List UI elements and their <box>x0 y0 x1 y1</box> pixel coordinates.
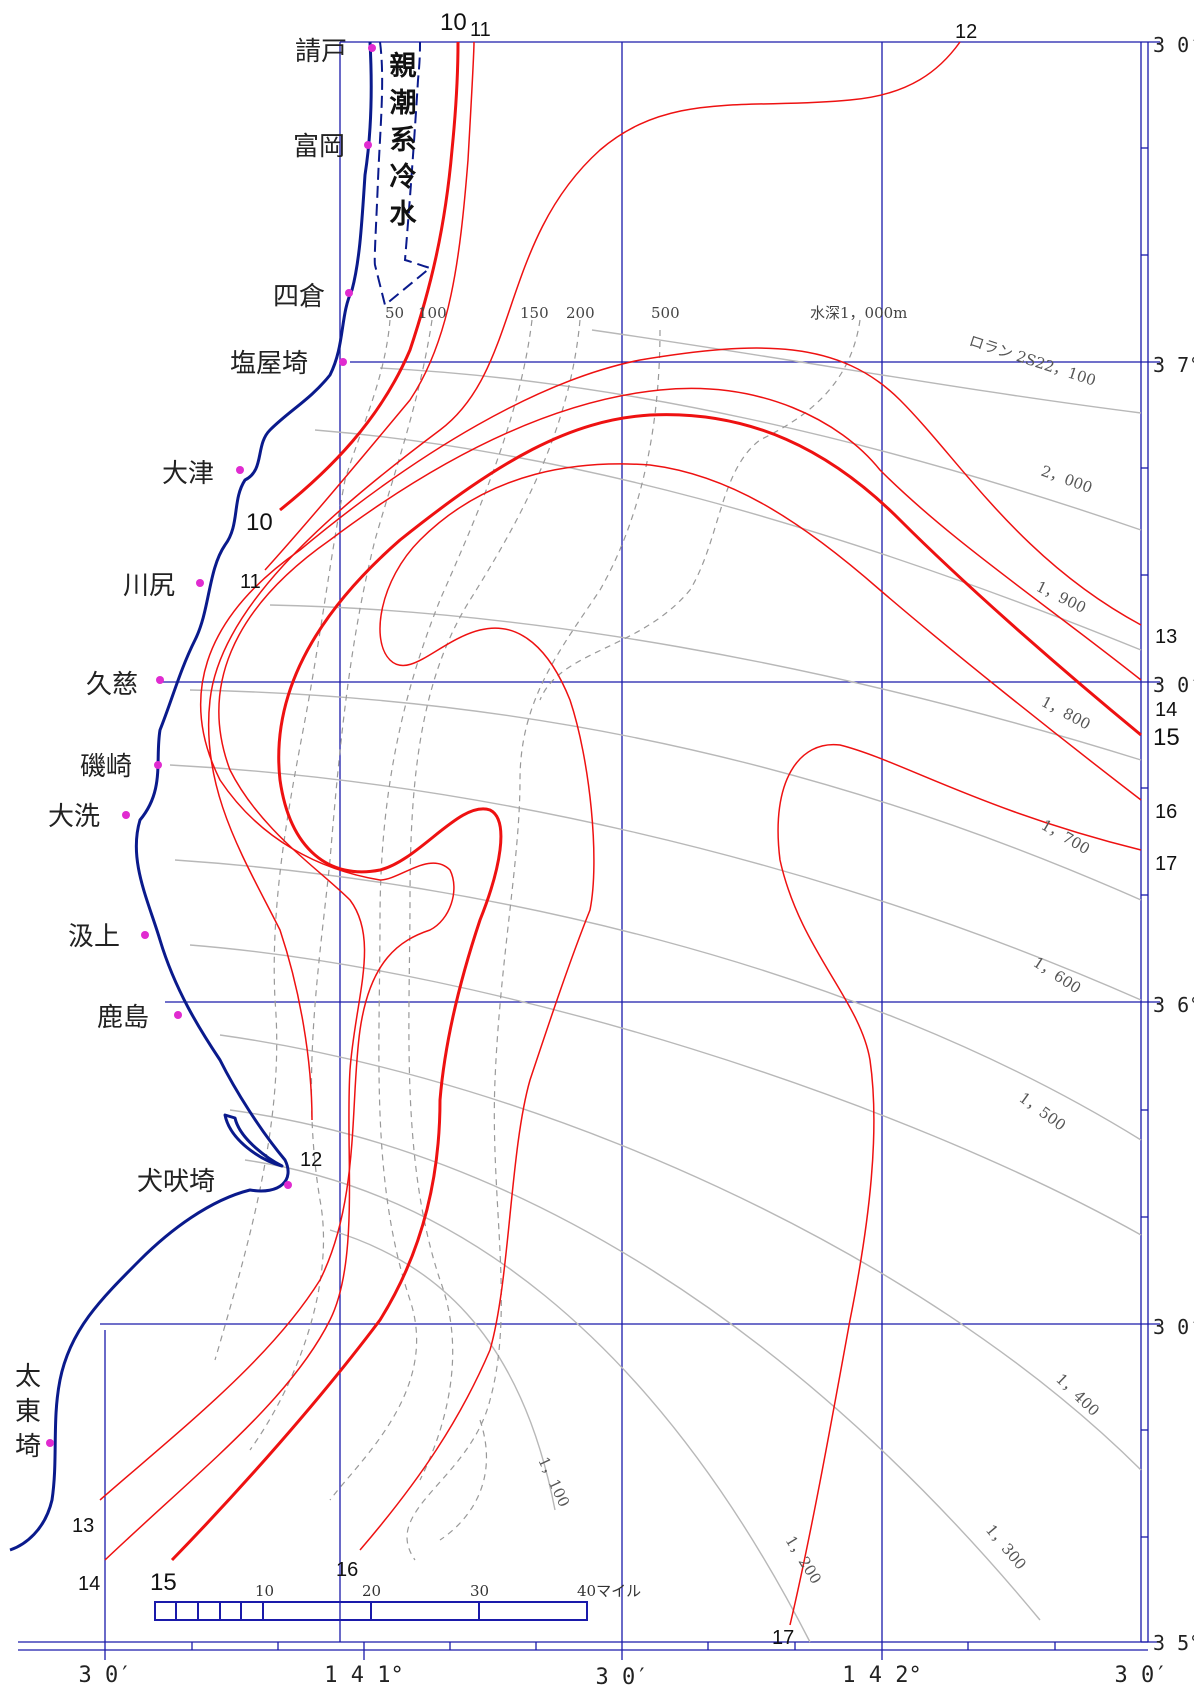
place-oarai: 大洗 <box>48 802 100 832</box>
svg-text:1，800: 1，800 <box>1038 693 1093 734</box>
depth-labels: 50 100 150 200 500 水深1，000m <box>385 304 907 322</box>
svg-text:30: 30 <box>470 1582 489 1600</box>
svg-text:冷: 冷 <box>390 162 417 193</box>
place-kashima: 鹿島 <box>97 1003 149 1033</box>
place-ukedo: 請戸 <box>295 37 347 67</box>
svg-text:500: 500 <box>651 304 680 322</box>
svg-text:3 0′: 3 0′ <box>1153 673 1194 697</box>
isotherm-17 <box>777 743 1142 1626</box>
place-yotsukura: 四倉 <box>273 282 325 312</box>
place-kumiage: 汲上 <box>68 922 120 952</box>
frame-ticks <box>104 41 1160 1660</box>
svg-text:15: 15 <box>150 1569 177 1596</box>
svg-text:水深1，000m: 水深1，000m <box>810 304 907 322</box>
svg-text:10: 10 <box>246 509 273 536</box>
oyashio-cold-water <box>373 41 433 307</box>
svg-text:11: 11 <box>470 19 491 41</box>
svg-text:親: 親 <box>390 51 417 82</box>
svg-text:1，200: 1，200 <box>782 1533 825 1588</box>
place-taito-1: 太 <box>15 1362 41 1392</box>
svg-text:水: 水 <box>390 199 418 230</box>
isotherm-14 <box>104 387 1142 1561</box>
svg-text:40マイル: 40マイル <box>577 1582 641 1600</box>
svg-text:17: 17 <box>772 1627 794 1649</box>
svg-text:10: 10 <box>255 1582 274 1600</box>
place-isozaki: 磯崎 <box>80 752 132 782</box>
svg-text:14: 14 <box>78 1573 100 1595</box>
svg-text:10: 10 <box>440 9 467 36</box>
svg-text:3 0′: 3 0′ <box>1153 33 1194 57</box>
longitude-labels: 3 0′ 1 4 1° 3 0′ 1 4 2° 3 0′ <box>79 1663 1168 1688</box>
place-inubozaki: 犬吠埼 <box>137 1167 215 1197</box>
svg-text:150: 150 <box>520 304 549 322</box>
svg-text:16: 16 <box>336 1559 358 1581</box>
isotherm-labels: 10 11 12 10 11 12 13 14 15 16 17 13 14 1… <box>72 9 1180 1649</box>
svg-text:1，100: 1，100 <box>534 1454 573 1510</box>
svg-text:系: 系 <box>390 125 417 156</box>
isotherm-15 <box>170 413 1142 1562</box>
isotherm-16 <box>359 463 1142 1551</box>
svg-text:3 5°: 3 5° <box>1153 1631 1194 1655</box>
loran-labels: ロラン 2S22，100 2，000 1，900 1，800 1，700 1，6… <box>534 332 1103 1588</box>
place-tomioka: 富岡 <box>293 132 345 162</box>
place-kawajiri: 川尻 <box>123 571 175 601</box>
svg-text:17: 17 <box>1155 853 1177 875</box>
svg-text:ロラン 2S22，100: ロラン 2S22，100 <box>967 332 1098 390</box>
svg-text:1 4 2°: 1 4 2° <box>842 1663 921 1688</box>
isotherm-13 <box>99 347 1142 1501</box>
svg-text:3 0′: 3 0′ <box>1115 1663 1168 1688</box>
svg-text:100: 100 <box>418 304 447 322</box>
svg-text:1，300: 1，300 <box>982 1521 1030 1573</box>
svg-text:3 0′: 3 0′ <box>596 1665 649 1688</box>
place-markers <box>46 44 376 1447</box>
svg-text:1，500: 1，500 <box>1016 1089 1070 1135</box>
place-shioyazaki: 塩屋埼 <box>230 349 308 379</box>
depth-contours <box>214 319 861 1561</box>
svg-text:3 6°: 3 6° <box>1153 993 1194 1017</box>
scale-bar: 10 20 30 40マイル <box>154 1582 641 1621</box>
svg-text:13: 13 <box>1155 626 1177 648</box>
svg-text:50: 50 <box>385 304 404 322</box>
place-names: 請戸 富岡 四倉 塩屋埼 大津 川尻 久慈 磯崎 大洗 汲上 鹿島 犬吠埼 太 … <box>15 37 347 1462</box>
grid-lines <box>18 41 1149 1651</box>
svg-text:16: 16 <box>1155 801 1177 823</box>
cold-water-label: 親 潮 系 冷 水 <box>390 51 418 230</box>
svg-text:12: 12 <box>300 1149 322 1171</box>
coastline <box>9 41 373 1552</box>
svg-text:1 4 1°: 1 4 1° <box>324 1663 403 1688</box>
svg-text:12: 12 <box>955 21 977 43</box>
svg-text:3 7°: 3 7° <box>1153 353 1194 377</box>
svg-text:20: 20 <box>362 1582 381 1600</box>
svg-text:11: 11 <box>240 571 261 593</box>
svg-text:3 0′: 3 0′ <box>79 1663 132 1688</box>
isotherm-11 <box>264 41 475 571</box>
place-taito-2: 東 <box>15 1397 41 1427</box>
svg-text:14: 14 <box>1155 699 1177 721</box>
isotherms <box>99 41 1142 1626</box>
loran-lines <box>169 329 1142 1643</box>
latitude-labels: 3 0′ 3 7° 3 0′ 3 6° 3 0′ 3 5° <box>1153 33 1194 1655</box>
svg-text:3 0′: 3 0′ <box>1153 1315 1194 1339</box>
place-otsu: 大津 <box>162 459 214 489</box>
svg-text:1，600: 1，600 <box>1030 953 1084 997</box>
svg-text:1，700: 1，700 <box>1038 816 1093 858</box>
svg-text:15: 15 <box>1153 724 1180 751</box>
isotherm-12 <box>207 41 961 1121</box>
svg-text:200: 200 <box>566 304 595 322</box>
place-kuji: 久慈 <box>86 670 138 700</box>
svg-text:2，000: 2，000 <box>1039 462 1095 497</box>
svg-text:潮: 潮 <box>390 88 417 119</box>
place-taito-3: 埼 <box>15 1432 41 1462</box>
isotherm-10 <box>279 41 460 512</box>
svg-text:13: 13 <box>72 1515 94 1537</box>
